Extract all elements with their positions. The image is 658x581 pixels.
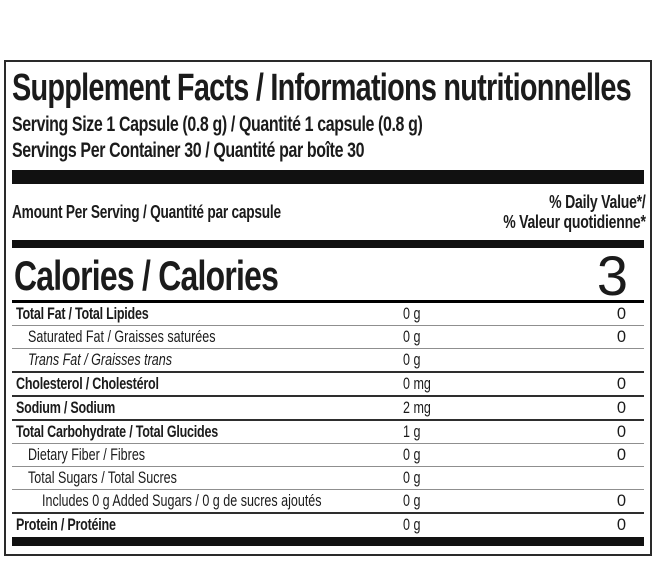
amount-per-serving-label: Amount Per Serving / Quantité par capsul… xyxy=(12,201,281,222)
nutrient-row: Includes 0 g Added Sugars / 0 g de sucre… xyxy=(12,489,644,512)
nutrient-row: Total Carbohydrate / Total Glucides 1 g … xyxy=(12,419,644,443)
nutrient-name: Saturated Fat / Graisses saturées xyxy=(28,328,216,346)
nutrient-daily-value: 0 xyxy=(616,375,626,393)
divider-bar-medium xyxy=(12,240,644,248)
nutrient-daily-value: 0 xyxy=(616,446,626,464)
nutrient-name: Sodium / Sodium xyxy=(16,399,115,417)
nutrient-amount: 0 g xyxy=(403,446,421,464)
nutrient-daily-value: 0 xyxy=(616,328,626,346)
nutrient-name: Total Carbohydrate / Total Glucides xyxy=(16,423,218,441)
divider-bar-thick-bottom xyxy=(12,537,644,546)
nutrient-row: Sodium / Sodium 2 mg 0 xyxy=(12,395,644,419)
nutrient-daily-value: 0 xyxy=(616,492,626,510)
nutrient-amount: 2 mg xyxy=(403,399,431,417)
daily-value-header: % Daily Value*/ % Valeur quotidienne* xyxy=(463,192,646,232)
daily-value-header-line2: % Valeur quotidienne* xyxy=(503,212,646,232)
nutrient-amount: 0 g xyxy=(403,351,421,369)
nutrient-amount: 0 g xyxy=(403,516,421,534)
servings-per-container-line: Servings Per Container 30 / Quantité par… xyxy=(12,139,365,162)
nutrient-daily-value: 0 xyxy=(616,305,626,323)
nutrient-row: Saturated Fat / Graisses saturées 0 g 0 xyxy=(12,325,644,348)
nutrient-row: Total Sugars / Total Sucres 0 g xyxy=(12,466,644,489)
daily-value-header-line1: % Daily Value*/ xyxy=(549,192,647,212)
nutrient-row: Total Fat / Total Lipides 0 g 0 xyxy=(12,303,644,325)
nutrient-table: Total Fat / Total Lipides 0 g 0 Saturate… xyxy=(12,303,644,536)
nutrient-name: Total Sugars / Total Sucres xyxy=(28,469,177,487)
calories-value: 3 xyxy=(596,244,628,307)
panel-title-text: Supplement Facts / Informations nutritio… xyxy=(12,67,632,109)
nutrient-amount: 0 g xyxy=(403,328,421,346)
nutrient-daily-value: 0 xyxy=(616,423,626,441)
nutrient-amount: 0 g xyxy=(403,469,421,487)
nutrient-amount: 0 g xyxy=(403,305,421,323)
nutrient-name: Cholesterol / Cholestérol xyxy=(16,375,159,393)
nutrient-row: Dietary Fiber / Fibres 0 g 0 xyxy=(12,443,644,466)
divider-bar-thick-top xyxy=(12,170,644,184)
amount-per-serving-header: Amount Per Serving / Quantité par capsul… xyxy=(12,184,646,240)
nutrient-daily-value: 0 xyxy=(616,399,626,417)
supplement-facts-panel: Supplement Facts / Informations nutritio… xyxy=(4,60,652,556)
nutrient-amount: 0 g xyxy=(403,492,421,510)
nutrient-daily-value: 0 xyxy=(616,516,626,534)
nutrient-name: Includes 0 g Added Sugars / 0 g de sucre… xyxy=(42,492,322,510)
nutrient-row: Protein / Protéine 0 g 0 xyxy=(12,512,644,536)
panel-title: Supplement Facts / Informations nutritio… xyxy=(12,68,644,108)
nutrient-name: Total Fat / Total Lipides xyxy=(16,305,149,323)
nutrient-name: Protein / Protéine xyxy=(16,516,116,534)
nutrient-row: Trans Fat / Graisses trans 0 g xyxy=(12,348,644,371)
nutrient-row: Cholesterol / Cholestérol 0 mg 0 xyxy=(12,371,644,395)
nutrient-amount: 0 mg xyxy=(403,375,431,393)
nutrient-name: Trans Fat / Graisses trans xyxy=(28,351,173,369)
nutrient-amount: 1 g xyxy=(403,423,421,441)
serving-size-line: Serving Size 1 Capsule (0.8 g) / Quantit… xyxy=(12,113,423,136)
calories-row: Calories / Calories 3 xyxy=(12,244,644,307)
serving-info: Serving Size 1 Capsule (0.8 g) / Quantit… xyxy=(12,112,644,164)
calories-label: Calories / Calories xyxy=(14,252,279,299)
nutrient-name: Dietary Fiber / Fibres xyxy=(28,446,146,464)
